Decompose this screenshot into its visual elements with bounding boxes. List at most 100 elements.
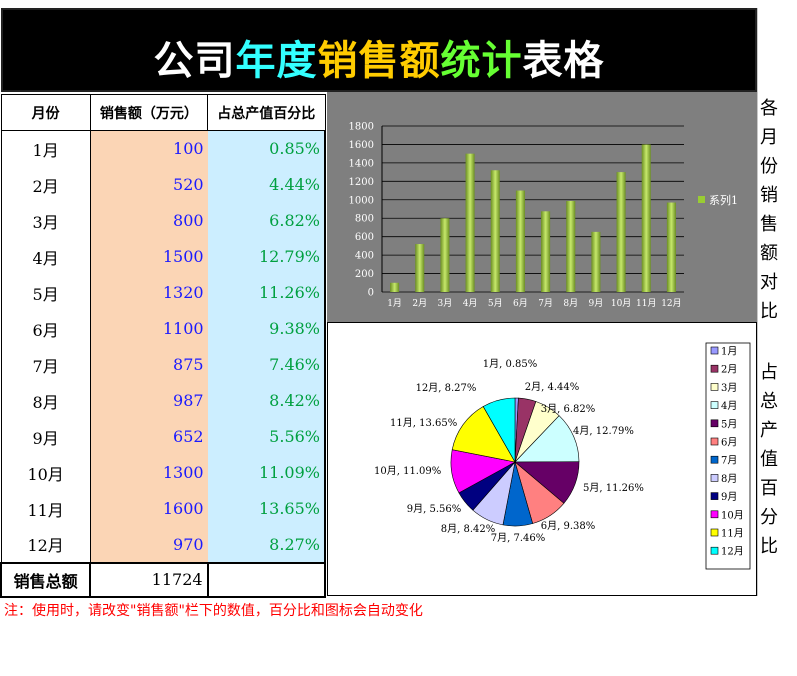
x-tick-label: 2月 <box>412 298 427 309</box>
bar-caption-char: 销 <box>760 185 778 206</box>
bar-caption-char: 比 <box>760 301 778 322</box>
sales-cell[interactable]: 875 <box>90 346 208 383</box>
month-cell[interactable]: 9月 <box>0 418 91 455</box>
bar[interactable] <box>415 244 425 292</box>
month-cell[interactable]: 10月 <box>0 454 91 491</box>
sales-cell[interactable]: 1300 <box>90 454 208 491</box>
pie-data-label: 7月, 7.46% <box>491 532 546 544</box>
bar-chart-svg: 0 200 400 600 800 1000 1200 1400 1600 1800 1月 2月 3月 4… <box>349 122 738 310</box>
bar[interactable] <box>566 200 576 292</box>
percent-cell[interactable]: 5.56% <box>207 418 327 455</box>
month-cell[interactable]: 2月 <box>0 166 91 203</box>
legend-label: 11月 <box>721 528 744 540</box>
sales-cell[interactable]: 1320 <box>90 274 208 311</box>
month-cell[interactable]: 12月 <box>0 526 91 563</box>
legend-label: 8月 <box>721 473 737 485</box>
pie-caption-char: 比 <box>760 536 778 557</box>
x-tick-label: 4月 <box>463 298 478 309</box>
legend-label: 系列1 <box>709 193 738 207</box>
y-tick-label: 800 <box>355 214 374 225</box>
bar[interactable] <box>641 144 651 292</box>
grid-line <box>757 8 758 596</box>
pie-slice[interactable] <box>451 406 516 463</box>
y-tick-label: 0 <box>368 288 374 299</box>
sales-cell[interactable]: 520 <box>90 166 208 203</box>
table-row: 10月 1300 11.09% <box>0 454 327 491</box>
pie-caption-char: 值 <box>760 449 778 470</box>
percent-cell[interactable]: 11.26% <box>207 274 327 311</box>
month-cell[interactable]: 1月 <box>0 130 91 167</box>
sales-cell[interactable]: 1100 <box>90 310 208 347</box>
pie-data-label: 12月, 8.27% <box>416 382 477 394</box>
total-label[interactable]: 销售总额 <box>0 561 92 598</box>
title-banner: 公司年度销售额统计表格 <box>1 8 757 92</box>
table-row: 6月 1100 9.38% <box>0 310 327 347</box>
bar-caption-char: 额 <box>760 243 778 264</box>
sales-cell[interactable]: 1500 <box>90 238 208 275</box>
month-cell[interactable]: 4月 <box>0 238 91 275</box>
pie-slice[interactable] <box>482 397 516 464</box>
x-tick-label: 9月 <box>589 298 604 309</box>
pie-caption-char: 产 <box>760 420 778 441</box>
sales-cell[interactable]: 100 <box>90 130 208 167</box>
bar-chart-caption: 各月份销售额对比 <box>759 94 779 326</box>
sales-cell[interactable]: 652 <box>90 418 208 455</box>
table-row: 4月 1500 12.79% <box>0 238 327 275</box>
month-cell[interactable]: 11月 <box>0 490 91 527</box>
bar[interactable] <box>390 282 400 292</box>
header-month[interactable]: 月份 <box>0 94 91 131</box>
bar[interactable] <box>616 172 626 292</box>
month-cell[interactable]: 3月 <box>0 202 91 239</box>
legend-label: 12月 <box>721 546 744 558</box>
legend-label: 9月 <box>721 491 737 503</box>
x-tick-label: 1月 <box>387 298 402 309</box>
title-segment-4: 统计 <box>440 38 523 84</box>
legend-label: 6月 <box>721 437 737 449</box>
bar[interactable] <box>515 190 525 292</box>
month-cell[interactable]: 5月 <box>0 274 91 311</box>
percent-cell[interactable]: 6.82% <box>207 202 327 239</box>
percent-cell[interactable]: 13.65% <box>207 490 327 527</box>
title-segment-1: 公司 <box>153 38 236 84</box>
legend-label: 3月 <box>721 382 737 394</box>
bar-caption-char: 月 <box>760 127 778 148</box>
pie-chart-svg: 1月, 0.85% 2月, 4.44% 3月, 6.82% 4月, 12.79% 5月,… <box>374 342 751 570</box>
sales-cell[interactable]: 987 <box>90 382 208 419</box>
legend-swatch <box>710 419 719 428</box>
total-value[interactable]: 11724 <box>89 561 209 598</box>
y-tick-label: 1200 <box>349 177 374 188</box>
percent-cell[interactable]: 4.44% <box>207 166 327 203</box>
pie-chart-caption: 占总产值百分比 <box>759 358 779 561</box>
percent-cell[interactable]: 9.38% <box>207 310 327 347</box>
bar[interactable] <box>440 218 450 292</box>
bar[interactable] <box>465 153 475 292</box>
percent-cell[interactable]: 8.27% <box>207 526 327 563</box>
percent-cell[interactable]: 11.09% <box>207 454 327 491</box>
pie-data-label: 1月, 0.85% <box>483 358 538 370</box>
percent-cell[interactable]: 12.79% <box>207 238 327 275</box>
x-tick-label: 10月 <box>611 298 631 309</box>
month-cell[interactable]: 8月 <box>0 382 91 419</box>
table-row: 11月 1600 13.65% <box>0 490 327 527</box>
legend-label: 7月 <box>721 455 737 467</box>
sales-cell[interactable]: 1600 <box>90 490 208 527</box>
header-sales[interactable]: 销售额（万元） <box>89 94 209 131</box>
header-percent[interactable]: 占总产值百分比 <box>207 94 326 131</box>
percent-cell[interactable]: 7.46% <box>207 346 327 383</box>
bar-caption-char: 各 <box>760 98 778 119</box>
sales-cell[interactable]: 800 <box>90 202 208 239</box>
bar[interactable] <box>666 202 676 292</box>
sales-cell[interactable]: 970 <box>90 526 208 563</box>
bar[interactable] <box>541 211 551 292</box>
percent-cell[interactable]: 8.42% <box>207 382 327 419</box>
bar[interactable] <box>490 170 500 292</box>
month-cell[interactable]: 7月 <box>0 346 91 383</box>
pie-caption-char: 总 <box>760 391 778 412</box>
pie-caption-char: 占 <box>760 362 778 383</box>
percent-cell[interactable]: 0.85% <box>207 130 327 167</box>
total-empty-cell[interactable] <box>206 561 327 598</box>
bar[interactable] <box>591 231 601 292</box>
pie-data-label: 6月, 9.38% <box>541 520 596 532</box>
month-cell[interactable]: 6月 <box>0 310 91 347</box>
table-row: 7月 875 7.46% <box>0 346 327 383</box>
